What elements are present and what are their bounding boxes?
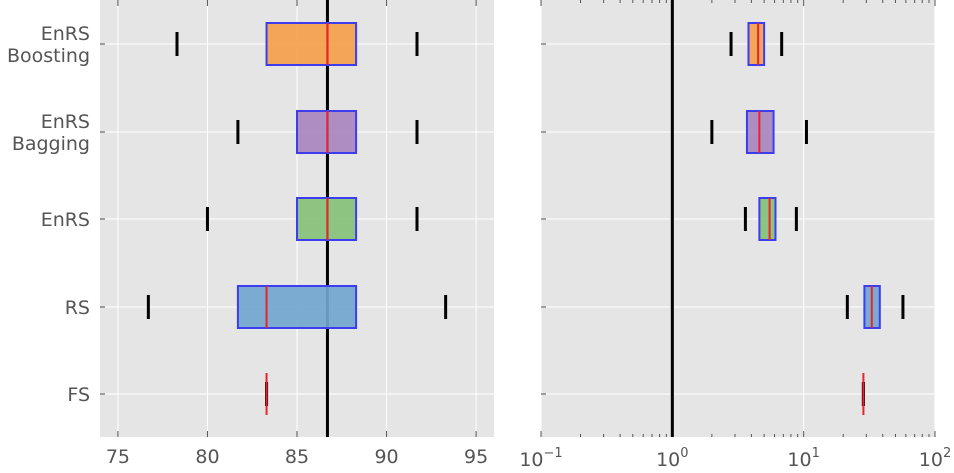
x-tick-label: 95	[464, 446, 488, 468]
x-tick-label-exponent: 1	[812, 446, 820, 461]
x-tick-label-exponent: 2	[943, 446, 951, 461]
x-tick-label-base: 10	[519, 449, 543, 471]
x-tick-label-exponent: 0	[680, 446, 688, 461]
left-panel-accuracy: 75 80 85 90 95EnRSBoostingEnRSBaggingEnRSRSF…	[7, 0, 494, 468]
category-label: RS	[65, 297, 90, 319]
x-tick-label: 100	[656, 446, 688, 471]
x-tick-label: 90	[374, 446, 398, 468]
x-tick-label: 75	[106, 446, 130, 468]
box	[747, 22, 766, 66]
x-tick-label-base: 10	[656, 449, 680, 471]
category-label: EnRS	[41, 111, 90, 133]
x-tick-label-base: 10	[787, 449, 811, 471]
x-tick-label: 10−1	[519, 446, 562, 471]
x-tick-label: 102	[919, 446, 951, 471]
category-label: EnRS	[41, 209, 90, 231]
category-label: Boosting	[7, 45, 90, 67]
x-tick-label-base: 10	[919, 449, 943, 471]
x-tick-label: 101	[787, 446, 819, 471]
box	[236, 285, 358, 329]
box	[758, 197, 777, 241]
x-tick-label-exponent: −1	[544, 446, 563, 461]
x-tick-label: 85	[285, 446, 309, 468]
x-tick-label: 80	[195, 446, 219, 468]
box	[265, 22, 358, 66]
category-label: FS	[67, 384, 90, 406]
category-label: EnRS	[41, 23, 90, 45]
category-label: Bagging	[12, 133, 90, 155]
right-panel-log-scale: 10−1 100 101 102	[519, 0, 951, 471]
